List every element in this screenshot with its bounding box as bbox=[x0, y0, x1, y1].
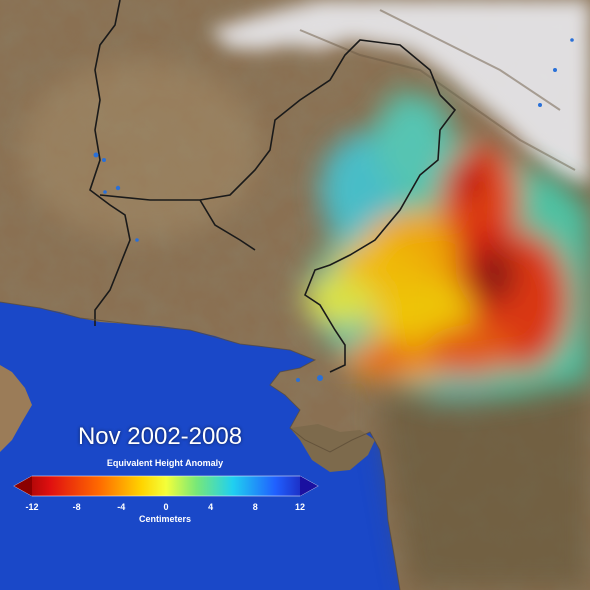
western-desert bbox=[20, 60, 260, 240]
colorbar-high-arrow bbox=[300, 476, 318, 496]
colorbar bbox=[13, 475, 319, 497]
coastline bbox=[0, 301, 401, 590]
colorbar-tick: 12 bbox=[294, 502, 305, 512]
colorbar-tick: 4 bbox=[208, 502, 214, 512]
lakes bbox=[93, 38, 574, 382]
colorbar-tick: 0 bbox=[163, 502, 169, 512]
colorbar-ramp bbox=[13, 475, 319, 497]
colorbar-tick: -12 bbox=[25, 502, 39, 512]
colorbar-label: Equivalent Height Anomaly bbox=[106, 458, 224, 468]
arabian-peninsula-tip bbox=[0, 365, 32, 452]
colorbar-tick: 8 bbox=[252, 502, 258, 512]
himalaya-snow bbox=[210, 0, 590, 185]
colorbar-units: Centimeters bbox=[138, 514, 192, 524]
colorbar-tick: -8 bbox=[72, 502, 81, 512]
border-lines bbox=[89, 0, 457, 373]
kathiawar-peninsula bbox=[290, 424, 375, 472]
colorbar-tick: -4 bbox=[117, 502, 126, 512]
map-title: Nov 2002-2008 bbox=[77, 423, 243, 450]
anomaly-heatmap bbox=[300, 90, 590, 402]
colorbar-low-arrow bbox=[14, 476, 32, 496]
